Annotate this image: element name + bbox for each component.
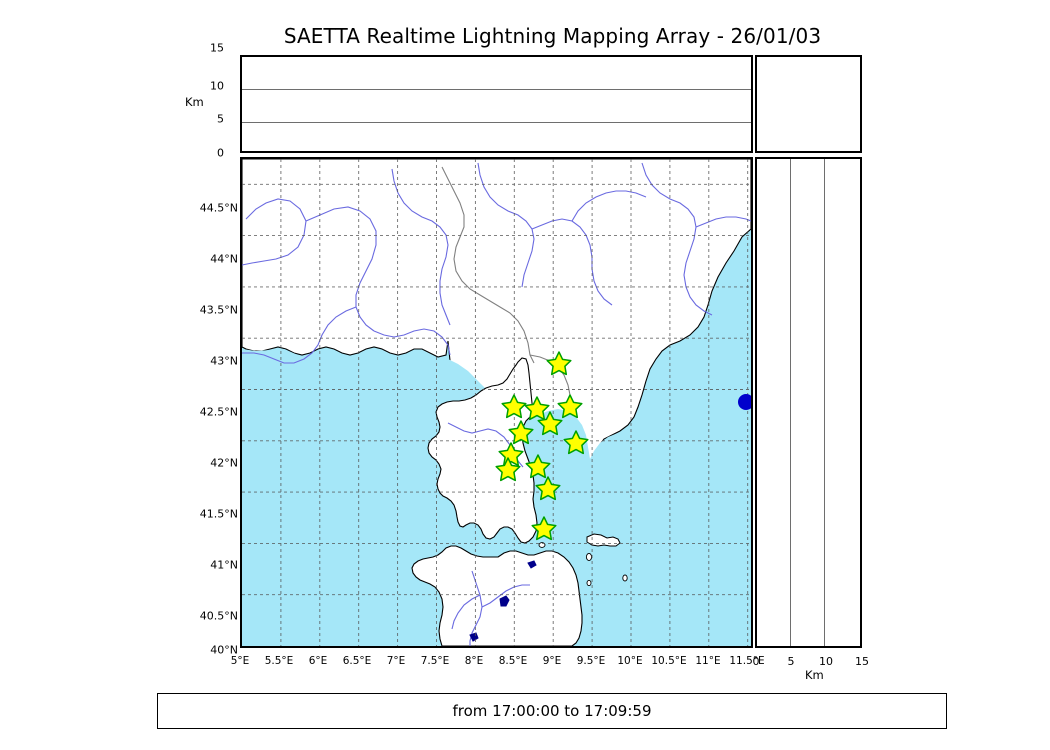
altitude-longitude-panel — [240, 55, 753, 153]
map-gridlines — [242, 159, 751, 646]
lat-tick-40.5: 40.5°N — [199, 609, 238, 623]
lon-tick-8: 8°E — [464, 655, 484, 667]
lon-tick-10: 10°E — [617, 655, 643, 667]
lat-tick-43.5: 43.5°N — [199, 303, 238, 317]
land-capraia — [585, 552, 593, 562]
lat-tick-40: 40°N — [210, 643, 238, 657]
station-star — [557, 394, 583, 419]
land-montecristo — [622, 574, 628, 582]
lon-tick-11: 11°E — [695, 655, 721, 667]
station-star — [495, 457, 521, 482]
lon-tick-7.5: 7.5°E — [420, 655, 450, 667]
latitude-range-panel — [755, 157, 862, 648]
lat-tick-42.5: 42.5°N — [199, 405, 238, 419]
station-star — [501, 394, 527, 419]
km-tick-0: 0 — [752, 655, 760, 668]
lat-tick-41: 41°N — [210, 558, 238, 572]
km-axis-label: Km — [805, 668, 824, 682]
lat-tick-44.5: 44.5°N — [199, 201, 238, 215]
lat-tick-44: 44°N — [210, 252, 238, 266]
range-gridline-10 — [824, 159, 825, 646]
lon-tick-11.5: 11.5°E — [729, 655, 765, 667]
lat-tick-43: 43°N — [210, 354, 238, 368]
lon-tick-9.5: 9.5°E — [576, 655, 606, 667]
page-title: SAETTA Realtime Lightning Mapping Array … — [283, 24, 822, 48]
status-text: from 17:00:00 to 17:09:59 — [452, 702, 652, 720]
station-dot — [738, 394, 751, 410]
station-star — [525, 454, 551, 479]
lat-tick-42: 42°N — [210, 456, 238, 470]
status-bar: from 17:00:00 to 17:09:59 — [157, 693, 947, 729]
altitude-tick-15: 15 — [210, 41, 224, 55]
km-tick-15: 15 — [855, 655, 869, 668]
altitude-tick-5: 5 — [217, 112, 224, 126]
lon-tick-5: 5°E — [230, 655, 250, 667]
station-star — [537, 411, 563, 436]
km-tick-5: 5 — [787, 655, 795, 668]
altitude-tick-10: 10 — [210, 79, 224, 93]
lon-tick-10.5: 10.5°E — [651, 655, 687, 667]
lat-tick-41.5: 41.5°N — [199, 507, 238, 521]
map-canvas — [242, 159, 751, 646]
lon-tick-9: 9°E — [542, 655, 562, 667]
altitude-axis-label: Km — [185, 95, 204, 109]
station-star — [563, 430, 589, 455]
lakes — [469, 560, 537, 642]
station-star — [535, 476, 561, 501]
station-stars — [495, 351, 589, 541]
lon-tick-6.5: 6.5°E — [342, 655, 372, 667]
km-tick-10: 10 — [819, 655, 833, 668]
range-gridline-5 — [790, 159, 791, 646]
station-star — [546, 351, 572, 376]
altitude-range-panel — [755, 55, 862, 153]
altitude-tick-0: 0 — [217, 146, 224, 160]
land-pianosa — [586, 579, 592, 587]
rivers — [242, 162, 751, 646]
station-star — [498, 442, 524, 467]
station-star — [508, 420, 534, 445]
lon-tick-7: 7°E — [386, 655, 406, 667]
lon-tick-6: 6°E — [308, 655, 328, 667]
altitude-gridline-5 — [242, 121, 751, 123]
station-star — [524, 396, 550, 421]
lon-tick-5.5: 5.5°E — [264, 655, 294, 667]
map-panel[interactable] — [240, 157, 753, 648]
altitude-gridline-10 — [242, 88, 751, 90]
station-star — [531, 516, 557, 541]
lon-tick-8.5: 8.5°E — [498, 655, 528, 667]
land-elba — [586, 533, 621, 547]
